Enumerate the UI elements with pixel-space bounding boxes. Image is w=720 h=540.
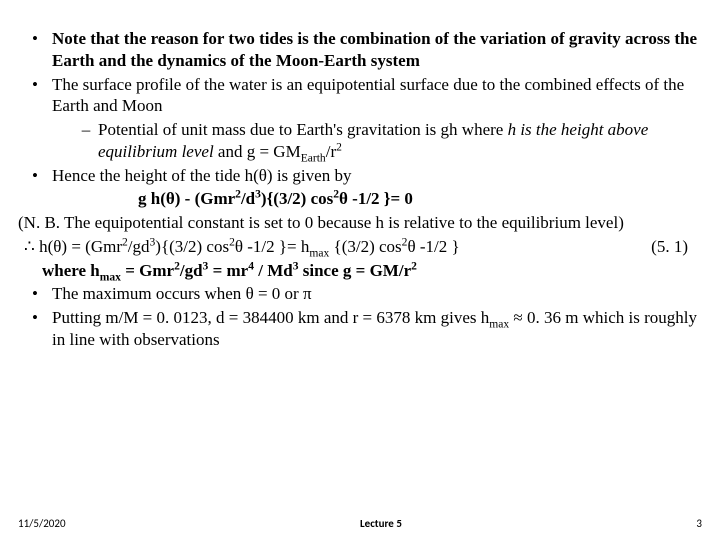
text: /r	[326, 142, 336, 161]
text: / Md	[254, 261, 293, 280]
footer-title: Lecture 5	[360, 517, 402, 530]
where-line: where hmax = Gmr2/gd3 = mr4 / Md3 since …	[42, 260, 702, 282]
text: h(	[35, 237, 53, 256]
theta: θ	[235, 237, 243, 256]
footer-page: 3	[696, 517, 702, 530]
subscript: max	[309, 246, 329, 259]
bullet-marker: •	[18, 307, 52, 351]
bullet-marker: •	[18, 283, 52, 305]
bullet-marker: •	[18, 28, 52, 72]
text: ){(3/2) cos	[261, 189, 333, 208]
theta: θ	[166, 189, 175, 208]
bullet-marker: •	[18, 165, 52, 187]
theta: θ	[259, 166, 267, 185]
footer: 11/5/2020 Lecture 5 3	[0, 517, 720, 530]
text: /gd	[180, 261, 203, 280]
pi: π	[303, 284, 312, 303]
bullet-text: Note that the reason for two tides is th…	[52, 28, 702, 72]
footer-date: 11/5/2020	[18, 517, 66, 530]
bullet-2: • The surface profile of the water is an…	[18, 74, 702, 118]
text: The maximum occurs when	[52, 284, 246, 303]
text: = Gmr	[121, 261, 174, 280]
equation-number: (5. 1)	[651, 236, 688, 258]
text: = mr	[208, 261, 248, 280]
text: and g = GM	[214, 142, 301, 161]
text: ) is given by	[267, 166, 352, 185]
text: -1/2 }= h	[243, 237, 309, 256]
slide: • Note that the reason for two tides is …	[0, 0, 720, 540]
text: /d	[241, 189, 255, 208]
text: Hence the height of the tide h(	[52, 166, 259, 185]
subscript: Earth	[301, 151, 326, 164]
text: (N. B. The equipotential constant is set…	[18, 213, 624, 232]
text: -1/2 }= 0	[348, 189, 413, 208]
bullet-marker: •	[18, 74, 52, 118]
superscript: 2	[336, 140, 342, 153]
bullet-3: • Hence the height of the tide h(θ) is g…	[18, 165, 702, 187]
theta: θ	[407, 237, 415, 256]
text: Potential of unit mass due to Earth's gr…	[98, 120, 508, 139]
text: ){(3/2) cos	[155, 237, 229, 256]
text: where h	[42, 261, 100, 280]
subscript: max	[489, 317, 509, 330]
equation-1: g h(θ) - (Gmr2/d3){(3/2) cos2θ -1/2 }= 0	[138, 188, 702, 210]
subscript: max	[100, 270, 121, 283]
text: since g = GM/r	[299, 261, 412, 280]
nb-line: (N. B. The equipotential constant is set…	[18, 212, 702, 234]
bullet-5: • Putting m/M = 0. 0123, d = 384400 km a…	[18, 307, 702, 351]
text: /gd	[128, 237, 150, 256]
bullet-text: Hence the height of the tide h(θ) is giv…	[52, 165, 702, 187]
text: Putting m/M = 0. 0123, d = 384400 km and…	[52, 308, 489, 327]
slide-content: • Note that the reason for two tides is …	[18, 28, 702, 351]
text: g h(	[138, 189, 166, 208]
sub-marker: –	[74, 119, 98, 163]
theta: θ	[339, 189, 348, 208]
therefore: ∴	[24, 237, 35, 256]
text: ) = (Gmr	[61, 237, 122, 256]
text: ) - (Gmr	[175, 189, 235, 208]
bullet-text: The surface profile of the water is an e…	[52, 74, 702, 118]
text: = 0 or	[254, 284, 303, 303]
text: {(3/2) cos	[329, 237, 401, 256]
therefore-line: ∴ h(θ) = (Gmr2/gd3){(3/2) cos2θ -1/2 }= …	[24, 236, 702, 258]
text: -1/2 }	[416, 237, 460, 256]
superscript: 2	[411, 259, 417, 272]
bullet-1: • Note that the reason for two tides is …	[18, 28, 702, 72]
bullet-text: Putting m/M = 0. 0123, d = 384400 km and…	[52, 307, 702, 351]
bullet-text: The maximum occurs when θ = 0 or π	[52, 283, 702, 305]
sub-text: Potential of unit mass due to Earth's gr…	[98, 119, 702, 163]
theta: θ	[246, 284, 254, 303]
bullet-4: • The maximum occurs when θ = 0 or π	[18, 283, 702, 305]
sub-bullet-2-1: – Potential of unit mass due to Earth's …	[74, 119, 702, 163]
